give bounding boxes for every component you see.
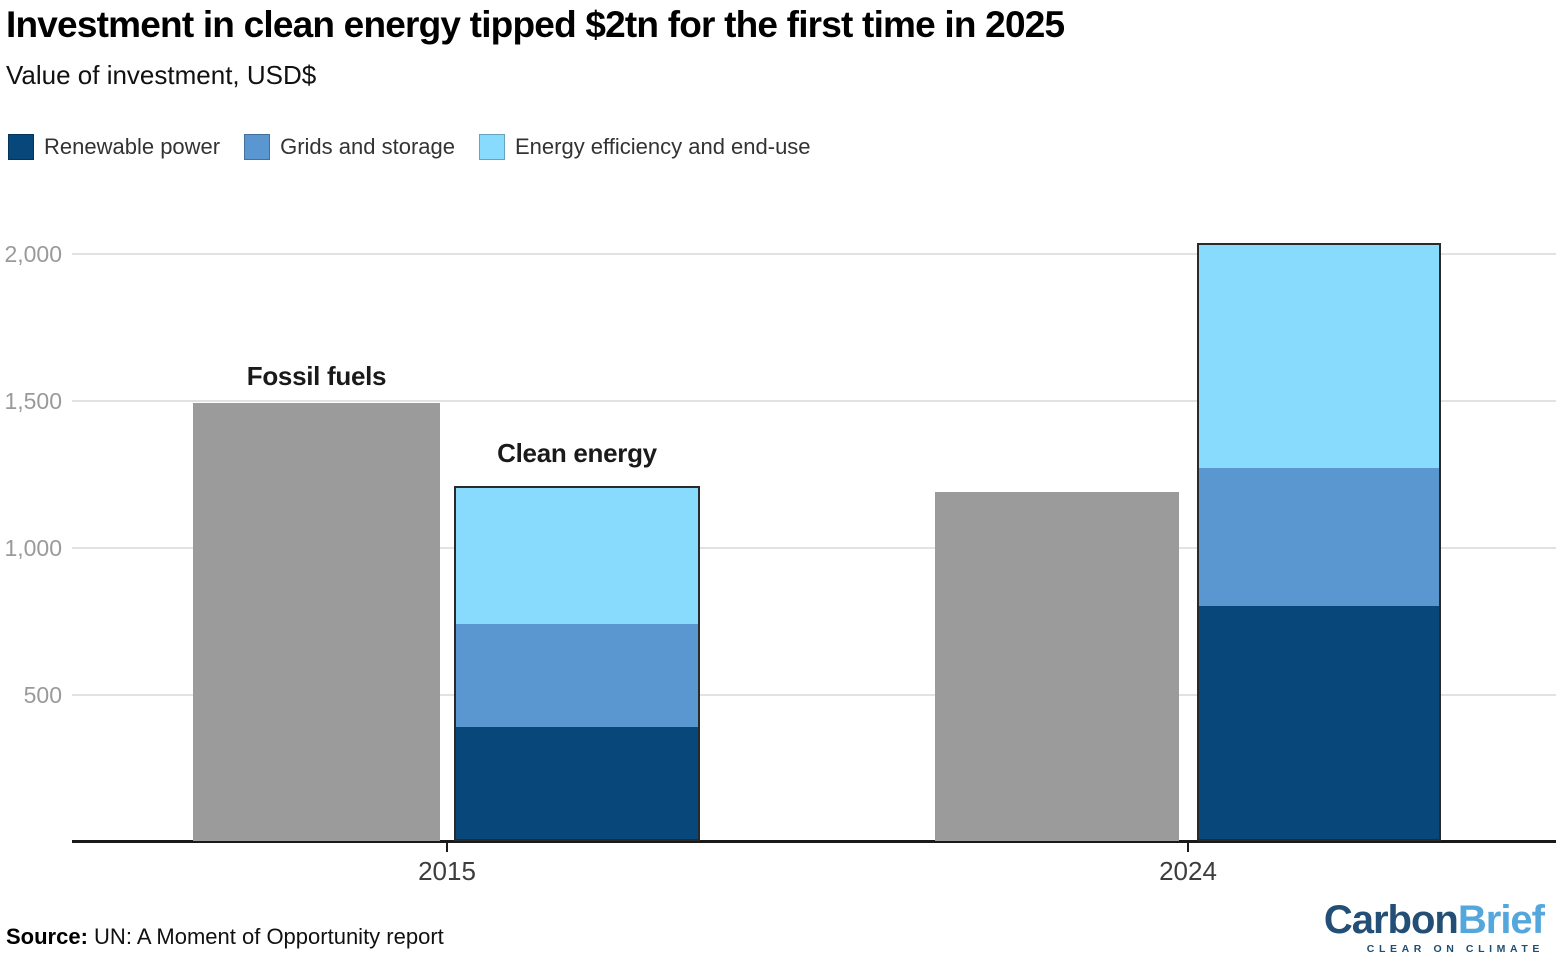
source-line: Source: UN: A Moment of Opportunity repo… bbox=[6, 924, 444, 950]
y-axis-label-1000: 1,000 bbox=[4, 534, 62, 561]
x-axis-label-2015: 2015 bbox=[418, 856, 476, 886]
bar-clean-2015 bbox=[454, 485, 700, 842]
carbonbrief-logo: CarbonBrief CLEAR ON CLIMATE bbox=[1323, 898, 1545, 955]
bar-clean-2024 bbox=[1197, 243, 1441, 842]
y-axis-label-2000: 2,000 bbox=[4, 240, 62, 267]
legend-swatch-renewable-power bbox=[8, 134, 34, 160]
bar-segment-renewable-power bbox=[1197, 606, 1441, 842]
x-tick-2024 bbox=[1187, 843, 1189, 852]
gridline-2000 bbox=[72, 252, 1556, 255]
legend-item-energy-efficiency: Energy efficiency and end-use bbox=[478, 134, 811, 160]
gridline-500 bbox=[72, 693, 1556, 696]
page-title: Investment in clean energy tipped $2tn f… bbox=[6, 4, 1065, 45]
legend-item-renewable-power: Renewable power bbox=[8, 134, 220, 160]
gridline-1500 bbox=[72, 399, 1556, 402]
annotation-clean-energy: Clean energy bbox=[497, 438, 657, 468]
legend-label: Renewable power bbox=[44, 134, 221, 159]
annotation-fossil-fuels: Fossil fuels bbox=[246, 361, 387, 391]
carbonbrief-wordmark: CarbonBrief bbox=[1323, 898, 1545, 942]
bar-segment-fossil-fuels bbox=[935, 491, 1179, 842]
gridline-1000 bbox=[72, 546, 1556, 549]
logo-tagline: CLEAR ON CLIMATE bbox=[1366, 943, 1544, 955]
bar-segment-energy-efficiency-and-end-use bbox=[1197, 243, 1441, 469]
page-subtitle: Value of investment, USD$ bbox=[6, 60, 317, 90]
bar-segment-renewable-power bbox=[454, 726, 700, 842]
bar-fossil-2015 bbox=[193, 403, 440, 842]
legend-item-grids-and-storage: Grids and storage bbox=[244, 134, 455, 160]
bar-segment-grids-and-storage bbox=[454, 623, 700, 727]
bar-segment-grids-and-storage bbox=[1197, 468, 1441, 607]
bar-segment-energy-efficiency-and-end-use bbox=[454, 485, 700, 624]
y-axis-label-500: 500 bbox=[23, 681, 62, 708]
x-tick-2015 bbox=[446, 843, 448, 852]
source-text: UN: A Moment of Opportunity report bbox=[94, 924, 444, 949]
legend-swatch-grids-and-storage bbox=[244, 134, 271, 160]
logo-carbon-text: Carbon bbox=[1323, 898, 1459, 942]
y-axis-label-1500: 1,500 bbox=[4, 387, 62, 414]
bar-fossil-2024 bbox=[935, 491, 1179, 842]
legend-label: Energy efficiency and end-use bbox=[514, 134, 811, 159]
x-axis-line bbox=[72, 840, 1556, 843]
legend: Renewable power Grids and storage Energy… bbox=[8, 134, 811, 160]
legend-swatch-energy-efficiency bbox=[478, 134, 505, 160]
source-label: Source: bbox=[6, 924, 88, 949]
bar-segment-fossil-fuels bbox=[193, 403, 440, 842]
legend-label: Grids and storage bbox=[280, 134, 455, 159]
logo-brief-text: Brief bbox=[1457, 898, 1545, 942]
x-axis-label-2024: 2024 bbox=[1159, 856, 1217, 886]
